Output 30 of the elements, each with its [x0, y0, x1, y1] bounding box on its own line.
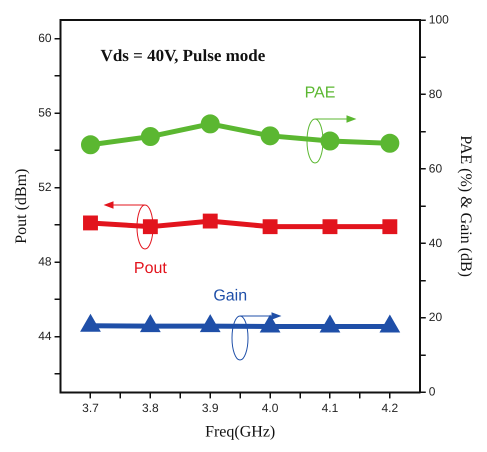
- series-label: Pout: [134, 260, 168, 278]
- x-tick-label: 3.9: [202, 400, 219, 415]
- annotation: Vds = 40V, Pulse mode: [100, 46, 266, 65]
- series-label: Gain: [213, 288, 248, 305]
- point: [80, 135, 100, 154]
- point: [380, 134, 400, 153]
- y-axis-title: Pout (dBm): [12, 168, 30, 244]
- y2-tick-label: 60: [428, 161, 442, 176]
- y-tick-label: 48: [38, 254, 52, 268]
- point: [260, 126, 280, 146]
- y2-tick-label: 80: [428, 86, 442, 101]
- y2-tick-label: 0: [428, 384, 436, 399]
- y-tick-label: 56: [38, 105, 52, 120]
- x-tick-label: 3.8: [142, 400, 160, 415]
- y-tick-label: 60: [38, 30, 52, 45]
- y2-tick-label: 100: [428, 12, 450, 26]
- point: [140, 127, 160, 146]
- x-tick-label: 4.1: [322, 400, 339, 415]
- x-axis-title: Freq(GHz): [205, 424, 276, 441]
- x-tick-label: 4.2: [382, 400, 399, 415]
- text: PAE: [304, 84, 336, 102]
- point: [200, 114, 220, 134]
- y2-tick-label: 20: [428, 310, 442, 324]
- y-tick-label: 52: [38, 180, 52, 194]
- y2-axis-title: PAE (%) & Gain (dB): [457, 135, 474, 278]
- point: [320, 132, 340, 151]
- x-tick-label: 3.7: [82, 400, 100, 415]
- x-tick-label: 4.0: [262, 400, 279, 415]
- y-tick-label: 44: [38, 328, 52, 343]
- y2-tick-label: 40: [428, 236, 442, 250]
